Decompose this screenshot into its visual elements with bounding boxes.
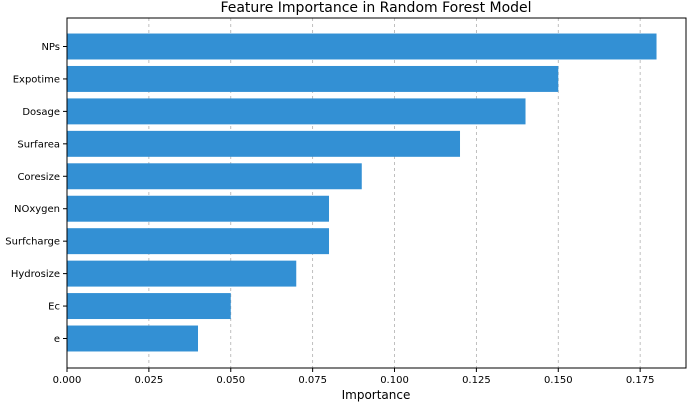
y-tick-label: Surfarea	[17, 139, 60, 150]
x-tick-label: 0.150	[544, 375, 573, 386]
x-tick-label: 0.175	[626, 375, 655, 386]
y-tick-label: Hydrosize	[11, 269, 60, 280]
bar-hydrosize	[67, 260, 297, 287]
y-tick-label: NOxygen	[14, 204, 60, 215]
y-tick-label: e	[54, 334, 60, 345]
y-tick-label: Coresize	[17, 172, 60, 183]
bar-ec	[67, 293, 231, 320]
y-ticks: NPs Expotime Dosage Surfarea Coresize NOxygen…	[5, 42, 67, 345]
bar-e	[67, 325, 199, 352]
x-tick-label: 0.000	[53, 375, 82, 386]
chart-title: Feature Importance in Random Forest Mode…	[220, 0, 531, 16]
bar-nps	[67, 33, 657, 60]
x-tick-label: 0.050	[216, 375, 245, 386]
x-tick-label: 0.075	[298, 375, 327, 386]
bars	[67, 33, 657, 352]
y-tick-label: Dosage	[22, 107, 60, 118]
bar-surfcharge	[67, 228, 330, 255]
y-tick-label: Surfcharge	[5, 237, 60, 248]
x-axis-label: Importance	[342, 388, 411, 402]
bar-expotime	[67, 65, 559, 92]
x-tick-label: 0.025	[135, 375, 164, 386]
plot-frame	[66, 17, 687, 369]
x-ticks: 0.000 0.025 0.050 0.075 0.100 0.125 0.150 0.175	[53, 368, 655, 386]
y-tick-label: Ec	[48, 302, 60, 313]
x-tick-label: 0.125	[462, 375, 491, 386]
y-tick-label: NPs	[41, 42, 60, 53]
x-tick-label: 0.100	[380, 375, 409, 386]
y-tick-label: Expotime	[13, 74, 60, 85]
bar-noxygen	[67, 195, 330, 222]
bar-surfarea	[67, 130, 461, 157]
bar-coresize	[67, 163, 362, 190]
bar-dosage	[67, 98, 526, 125]
